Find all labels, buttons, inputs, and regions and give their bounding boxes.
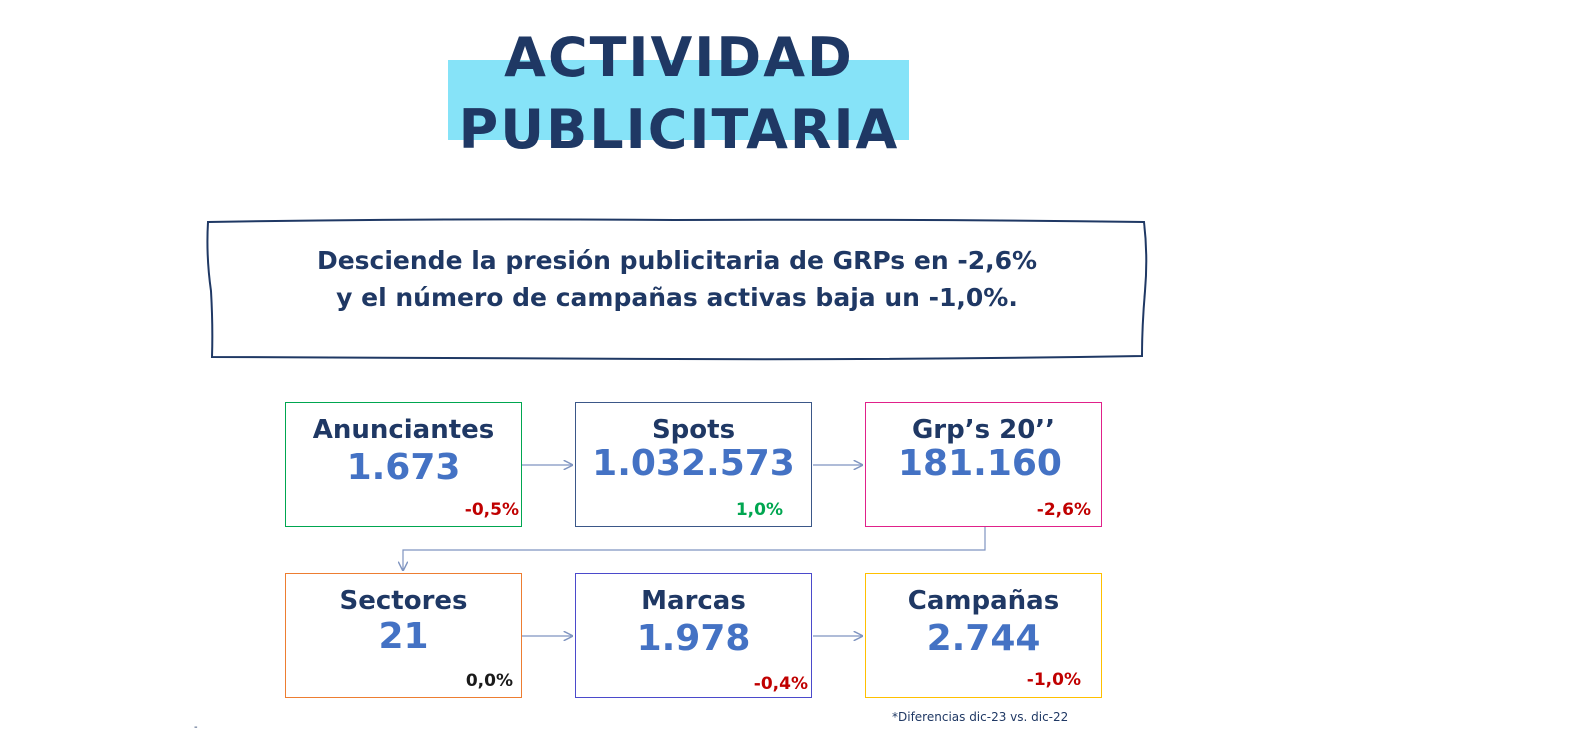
decorative-mark: -: [194, 722, 198, 733]
headline-line-2: y el número de campañas activas baja un …: [336, 283, 1018, 312]
card-sectores: Sectores 21 0,0%: [285, 573, 522, 698]
card-change: -0,5%: [464, 500, 519, 520]
card-change: 0,0%: [465, 671, 513, 691]
arrow-grps-sectores: [403, 527, 986, 570]
card-label: Sectores: [339, 586, 468, 616]
card-label: Grp’s 20’’: [911, 415, 1056, 445]
card-value: 1.673: [346, 447, 461, 488]
card-anunciantes: Anunciantes 1.673 -0,5%: [285, 402, 522, 527]
page-title: ACTIVIDAD PUBLICITARIA: [448, 26, 910, 161]
card-label: Campañas: [907, 586, 1060, 616]
title-line-2: PUBLICITARIA: [458, 98, 900, 161]
card-value: 181.160: [898, 443, 1062, 484]
headline-line-1: Desciende la presión publicitaria de GRP…: [316, 246, 1038, 275]
card-label: Marcas: [641, 586, 746, 616]
headline-box: [206, 218, 1148, 361]
card-value: 2.744: [926, 618, 1041, 659]
card-marcas: Marcas 1.978 -0,4%: [575, 573, 812, 698]
card-value: 21: [378, 616, 429, 657]
card-grps: Grp’s 20’’ 181.160 -2,6%: [865, 402, 1102, 527]
card-value: 1.032.573: [592, 443, 795, 484]
title-highlight: [448, 60, 909, 140]
card-label: Spots: [651, 415, 736, 445]
card-change: 1,0%: [735, 500, 783, 520]
headline-text: Desciende la presión publicitaria de GRP…: [214, 242, 1140, 316]
card-change: -0,4%: [753, 674, 808, 694]
card-change: -1,0%: [1026, 670, 1081, 690]
card-label: Anunciantes: [312, 415, 495, 445]
title-line-1: ACTIVIDAD: [504, 26, 854, 89]
card-spots: Spots 1.032.573 1,0%: [575, 402, 812, 527]
footnote: *Diferencias dic-23 vs. dic-22: [892, 710, 1069, 724]
card-change: -2,6%: [1036, 500, 1091, 520]
card-campanas: Campañas 2.744 -1,0%: [865, 573, 1102, 698]
card-value: 1.978: [636, 618, 751, 659]
